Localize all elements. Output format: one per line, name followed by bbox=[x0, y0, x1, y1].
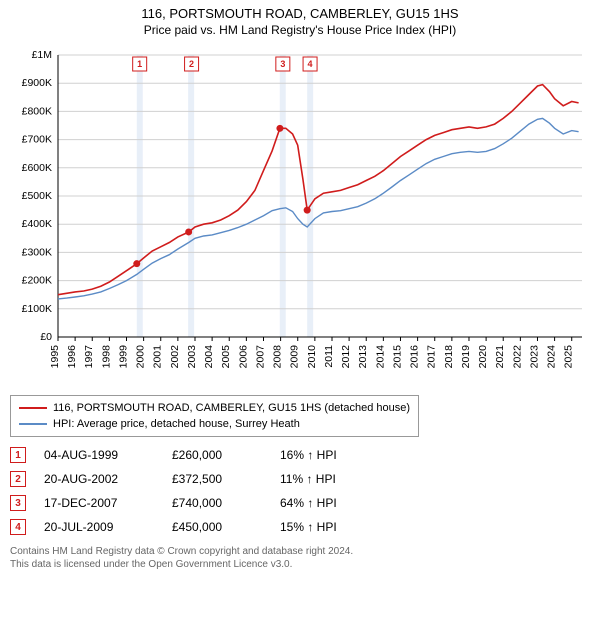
svg-text:4: 4 bbox=[308, 59, 313, 69]
svg-text:2020: 2020 bbox=[477, 345, 489, 369]
svg-text:2007: 2007 bbox=[254, 345, 266, 369]
svg-text:£600K: £600K bbox=[22, 162, 52, 174]
svg-text:2021: 2021 bbox=[494, 345, 506, 369]
event-list: 1 04-AUG-1999 £260,000 16% ↑ HPI 2 20-AU… bbox=[10, 443, 590, 539]
svg-text:2013: 2013 bbox=[357, 345, 369, 369]
svg-text:3: 3 bbox=[280, 59, 285, 69]
svg-text:2002: 2002 bbox=[169, 345, 181, 369]
footer-attribution: Contains HM Land Registry data © Crown c… bbox=[10, 545, 590, 571]
svg-text:£300K: £300K bbox=[22, 246, 52, 258]
svg-text:£0: £0 bbox=[40, 331, 52, 343]
svg-text:£100K: £100K bbox=[22, 303, 52, 315]
event-marker-icon: 4 bbox=[10, 519, 26, 535]
chart-subtitle: Price paid vs. HM Land Registry's House … bbox=[10, 23, 590, 37]
event-price: £740,000 bbox=[172, 496, 262, 510]
svg-text:1998: 1998 bbox=[100, 345, 112, 369]
event-date: 04-AUG-1999 bbox=[44, 448, 154, 462]
line-chart: £0 £100K £200K £300K £400K £500K £600K £700K £80… bbox=[10, 41, 590, 391]
svg-text:2006: 2006 bbox=[237, 345, 249, 369]
svg-text:2025: 2025 bbox=[563, 345, 575, 369]
svg-text:2019: 2019 bbox=[460, 345, 472, 369]
event-row: 4 20-JUL-2009 £450,000 15% ↑ HPI bbox=[10, 515, 590, 539]
svg-text:2000: 2000 bbox=[135, 345, 147, 369]
svg-text:2022: 2022 bbox=[511, 345, 523, 369]
svg-text:2009: 2009 bbox=[289, 345, 301, 369]
svg-text:1999: 1999 bbox=[117, 345, 129, 369]
svg-text:1: 1 bbox=[137, 59, 142, 69]
legend-item-price-paid: 116, PORTSMOUTH ROAD, CAMBERLEY, GU15 1H… bbox=[19, 400, 410, 416]
event-price: £260,000 bbox=[172, 448, 262, 462]
event-row: 1 04-AUG-1999 £260,000 16% ↑ HPI bbox=[10, 443, 590, 467]
legend-swatch bbox=[19, 407, 47, 409]
event-date: 20-JUL-2009 bbox=[44, 520, 154, 534]
svg-text:2024: 2024 bbox=[546, 345, 558, 369]
legend-label: 116, PORTSMOUTH ROAD, CAMBERLEY, GU15 1H… bbox=[53, 402, 410, 414]
svg-text:£500K: £500K bbox=[22, 190, 52, 202]
event-price: £450,000 bbox=[172, 520, 262, 534]
event-delta: 11% ↑ HPI bbox=[280, 472, 336, 486]
svg-text:2003: 2003 bbox=[186, 345, 198, 369]
svg-text:1996: 1996 bbox=[66, 345, 78, 369]
event-delta: 15% ↑ HPI bbox=[280, 520, 337, 534]
svg-text:1997: 1997 bbox=[83, 345, 95, 369]
event-marker-icon: 3 bbox=[10, 495, 26, 511]
event-date: 20-AUG-2002 bbox=[44, 472, 154, 486]
event-marker-icon: 2 bbox=[10, 471, 26, 487]
svg-text:£900K: £900K bbox=[22, 77, 52, 89]
event-date: 17-DEC-2007 bbox=[44, 496, 154, 510]
svg-text:£400K: £400K bbox=[22, 218, 52, 230]
legend-swatch bbox=[19, 423, 47, 425]
svg-text:2012: 2012 bbox=[340, 345, 352, 369]
svg-text:£700K: £700K bbox=[22, 134, 52, 146]
svg-text:2010: 2010 bbox=[306, 345, 318, 369]
svg-text:2008: 2008 bbox=[272, 345, 284, 369]
svg-text:2: 2 bbox=[189, 59, 194, 69]
event-delta: 64% ↑ HPI bbox=[280, 496, 337, 510]
event-row: 2 20-AUG-2002 £372,500 11% ↑ HPI bbox=[10, 467, 590, 491]
svg-text:2004: 2004 bbox=[203, 345, 215, 369]
event-row: 3 17-DEC-2007 £740,000 64% ↑ HPI bbox=[10, 491, 590, 515]
svg-text:£200K: £200K bbox=[22, 275, 52, 287]
legend-item-hpi: HPI: Average price, detached house, Surr… bbox=[19, 416, 410, 432]
event-delta: 16% ↑ HPI bbox=[280, 448, 337, 462]
svg-text:2014: 2014 bbox=[374, 345, 386, 369]
svg-text:2011: 2011 bbox=[323, 345, 335, 368]
svg-text:2017: 2017 bbox=[426, 345, 438, 369]
event-price: £372,500 bbox=[172, 472, 262, 486]
svg-text:£800K: £800K bbox=[22, 105, 52, 117]
svg-text:2016: 2016 bbox=[409, 345, 421, 369]
svg-text:2005: 2005 bbox=[220, 345, 232, 369]
footer-line: Contains HM Land Registry data © Crown c… bbox=[10, 545, 590, 558]
footer-line: This data is licensed under the Open Gov… bbox=[10, 558, 590, 571]
svg-text:£1M: £1M bbox=[32, 49, 52, 61]
svg-text:2015: 2015 bbox=[391, 345, 403, 369]
event-marker-icon: 1 bbox=[10, 447, 26, 463]
chart-title: 116, PORTSMOUTH ROAD, CAMBERLEY, GU15 1H… bbox=[10, 6, 590, 21]
svg-text:2018: 2018 bbox=[443, 345, 455, 369]
svg-text:2023: 2023 bbox=[528, 345, 540, 369]
legend-label: HPI: Average price, detached house, Surr… bbox=[53, 418, 300, 430]
svg-text:1995: 1995 bbox=[49, 345, 61, 369]
chart-legend: 116, PORTSMOUTH ROAD, CAMBERLEY, GU15 1H… bbox=[10, 395, 419, 437]
svg-text:2001: 2001 bbox=[152, 345, 164, 369]
